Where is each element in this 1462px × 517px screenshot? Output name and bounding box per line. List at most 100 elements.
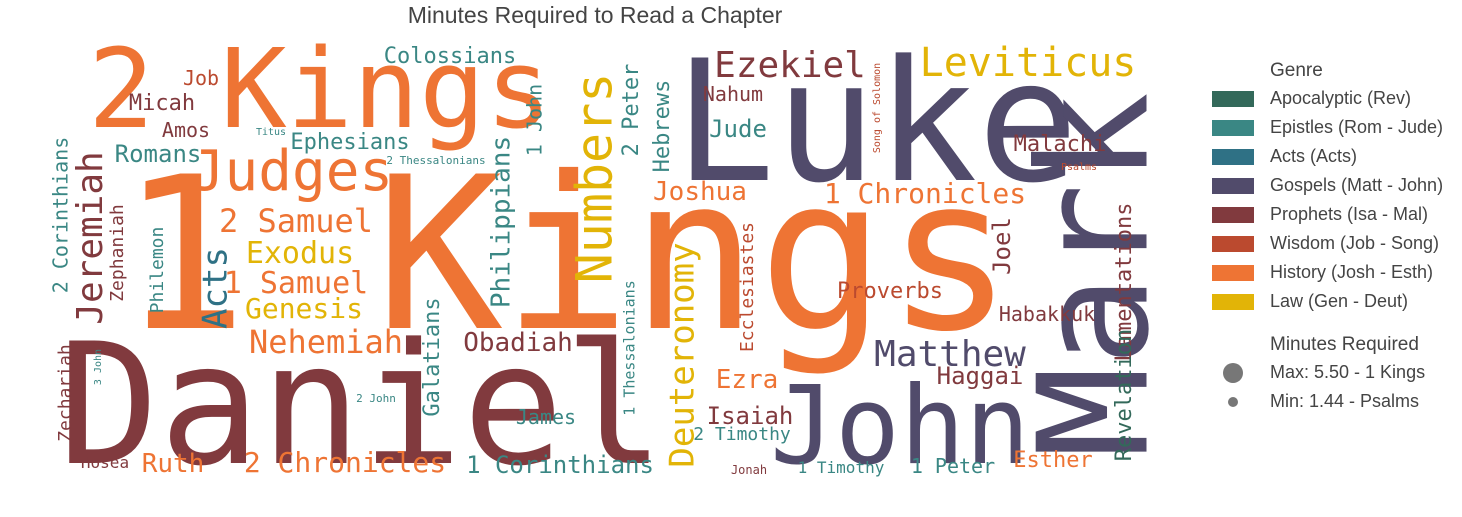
word-galatians: Galatians — [420, 297, 445, 416]
word-2-peter: 2 Peter — [619, 64, 644, 157]
word-matthew: Matthew — [874, 334, 1026, 375]
legend-item: Gospels (Matt - John) — [1212, 171, 1462, 200]
word-mark: Mark — [1006, 92, 1151, 458]
word-1-samuel: 1 Samuel — [224, 266, 369, 301]
legend-label: Apocalyptic (Rev) — [1270, 88, 1412, 108]
word-2-samuel: 2 Samuel — [219, 202, 373, 240]
word-leviticus: Leviticus — [920, 40, 1137, 86]
word-hebrews: Hebrews — [650, 80, 675, 173]
word-revelation: Revelation — [1112, 329, 1137, 461]
word-2-john: 2 John — [356, 392, 396, 405]
word-philemon: Philemon — [147, 227, 168, 314]
word-haggai: Haggai — [937, 362, 1024, 390]
word-ephesians: Ephesians — [290, 130, 409, 155]
legend-label: Epistles (Rom - Jude) — [1270, 117, 1444, 137]
legend-size-block: Minutes Required Max: 5.50 - 1 Kings Min… — [1212, 332, 1462, 416]
legend-swatch — [1212, 264, 1254, 281]
word-isaiah: Isaiah — [707, 402, 794, 430]
legend-item: Apocalyptic (Rev) — [1212, 84, 1462, 113]
word-1-timothy: 1 Timothy — [798, 458, 885, 477]
word-obadiah: Obadiah — [463, 328, 573, 358]
legend-item: Wisdom (Job - Song) — [1212, 229, 1462, 258]
word-2-kings: 2 Kings — [88, 25, 552, 153]
word-micah: Micah — [129, 91, 195, 116]
legend-swatch — [1212, 206, 1254, 223]
word-james: James — [516, 405, 576, 429]
legend-label: Prophets (Isa - Mal) — [1270, 204, 1429, 224]
legend-swatch — [1212, 177, 1254, 194]
word-exodus: Exodus — [246, 236, 354, 271]
word-genesis: Genesis — [245, 292, 363, 325]
word-colossians: Colossians — [384, 44, 516, 69]
word-1-john: 1 John — [523, 84, 547, 156]
word-zechariah: Zechariah — [55, 344, 76, 442]
legend-label: Gospels (Matt - John) — [1270, 175, 1444, 195]
legend-swatch — [1212, 90, 1254, 107]
word-1-thessalonians: 1 Thessalonians — [621, 280, 639, 415]
legend-swatch — [1212, 293, 1254, 310]
legend-genre-list: Apocalyptic (Rev) Epistles (Rom - Jude) Ac… — [1212, 84, 1462, 316]
legend-label: Acts (Acts) — [1270, 146, 1358, 166]
word-song-of-solomon: Song of Solomon — [872, 63, 883, 153]
word-numbers: Numbers — [566, 73, 624, 284]
chart-title: Minutes Required to Read a Chapter — [407, 2, 783, 28]
legend-genre-title: Genre — [1270, 60, 1323, 81]
legend-item: Law (Gen - Deut) — [1212, 287, 1462, 316]
legend-label: History (Josh - Esth) — [1270, 262, 1434, 282]
word-1-peter: 1 Peter — [911, 454, 995, 478]
legend-max-label: Max: 5.50 - 1 Kings — [1270, 362, 1426, 382]
word-lamentations: Lamentations — [1112, 203, 1137, 362]
word-zephaniah: Zephaniah — [107, 204, 128, 302]
word-psalms: Psalms — [1061, 162, 1097, 173]
word-job: Job — [183, 66, 219, 90]
word-jeremiah: Jeremiah — [70, 151, 111, 324]
legend-item: Acts (Acts) — [1212, 142, 1462, 171]
word-john: John — [770, 364, 1030, 489]
word-esther: Esther — [1013, 448, 1092, 473]
word-proverbs: Proverbs — [837, 279, 943, 304]
word-nehemiah: Nehemiah — [249, 323, 403, 361]
legend-item: History (Josh - Esth) — [1212, 258, 1462, 287]
word-ecclesiastes: Ecclesiastes — [737, 222, 758, 352]
word-amos: Amos — [162, 118, 210, 142]
word-jonah: Jonah — [731, 463, 767, 477]
word-joshua: Joshua — [653, 177, 747, 207]
word-habakkuk: Habakkuk — [999, 302, 1095, 326]
word-joel: Joel — [988, 217, 1016, 275]
word-romans: Romans — [115, 140, 202, 168]
word-ezra: Ezra — [716, 365, 779, 395]
word-2-chronicles: 2 Chronicles — [244, 446, 446, 479]
word-philippians: Philippians — [487, 136, 517, 308]
word-2-corinthians: 2 Corinthians — [49, 137, 73, 294]
word-ruth: Ruth — [142, 449, 205, 479]
small-dot-icon — [1228, 396, 1238, 407]
word-3-john: 3 John — [93, 349, 104, 385]
legend-max-row: Max: 5.50 - 1 Kings — [1212, 358, 1462, 387]
legend-swatch — [1212, 119, 1254, 136]
word-deuteronomy: Deuteronomy — [663, 242, 703, 467]
word-judges: Judges — [191, 139, 393, 204]
word-2-thessalonians: 2 Thessalonians — [386, 154, 485, 167]
legend-item: Prophets (Isa - Mal) — [1212, 200, 1462, 229]
legend-item: Epistles (Rom - Jude) — [1212, 113, 1462, 142]
legend-swatch — [1212, 235, 1254, 252]
word-nahum: Nahum — [703, 82, 763, 106]
legend-label: Law (Gen - Deut) — [1270, 291, 1409, 311]
large-dot-icon — [1223, 362, 1243, 383]
word-titus: Titus — [256, 127, 286, 138]
legend-min-row: Min: 1.44 - Psalms — [1212, 387, 1462, 416]
word-acts: Acts — [196, 247, 236, 329]
word-daniel: Daniel — [58, 307, 665, 503]
legend-swatch — [1212, 148, 1254, 165]
word-luke: Luke — [674, 24, 1079, 220]
legend-label: Wisdom (Job - Song) — [1270, 233, 1440, 253]
word-1-corinthians: 1 Corinthians — [466, 451, 654, 479]
word-jude: Jude — [709, 115, 767, 143]
word-malachi: Malachi — [1014, 132, 1107, 157]
legend-min-label: Min: 1.44 - Psalms — [1270, 391, 1420, 411]
word-ezekiel: Ezekiel — [714, 45, 866, 86]
word-hosea: Hosea — [81, 453, 129, 472]
legend: Genre Apocalyptic (Rev) Epistles (Rom - J… — [1212, 58, 1462, 416]
legend-size-title: Minutes Required — [1270, 334, 1419, 355]
